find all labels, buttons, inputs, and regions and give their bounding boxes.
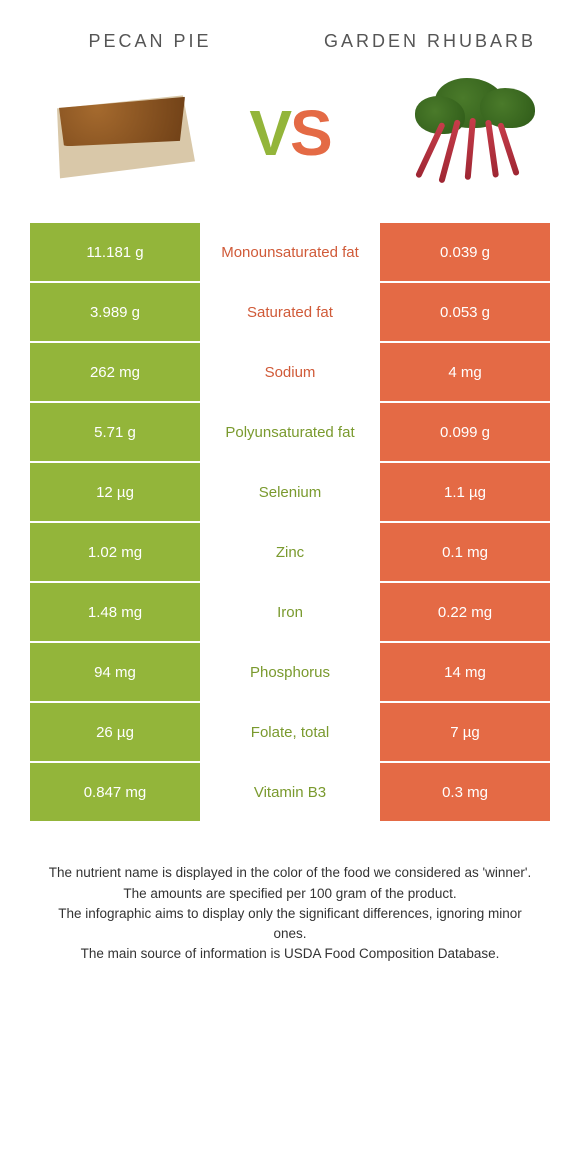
nutrient-label: Iron [200, 583, 380, 641]
right-value: 0.053 g [380, 283, 550, 341]
right-value: 0.1 mg [380, 523, 550, 581]
left-value: 1.02 mg [30, 523, 200, 581]
nutrient-label: Vitamin B3 [200, 763, 380, 821]
left-value: 262 mg [30, 343, 200, 401]
footer-line-1: The nutrient name is displayed in the co… [40, 863, 540, 883]
vs-s-letter: S [290, 97, 331, 169]
table-row: 11.181 gMonounsaturated fat0.039 g [30, 223, 550, 281]
food-left-title: PECAN PIE [40, 30, 260, 53]
table-row: 1.48 mgIron0.22 mg [30, 583, 550, 641]
nutrient-table: 11.181 gMonounsaturated fat0.039 g3.989 … [0, 223, 580, 821]
header: PECAN PIE GARDEN RHUBARB [0, 0, 580, 63]
table-row: 12 µgSelenium1.1 µg [30, 463, 550, 521]
right-value: 0.22 mg [380, 583, 550, 641]
right-value: 4 mg [380, 343, 550, 401]
right-value: 0.3 mg [380, 763, 550, 821]
left-value: 94 mg [30, 643, 200, 701]
rhubarb-image [370, 73, 550, 193]
table-row: 26 µgFolate, total7 µg [30, 703, 550, 761]
left-value: 26 µg [30, 703, 200, 761]
right-value: 14 mg [380, 643, 550, 701]
table-row: 1.02 mgZinc0.1 mg [30, 523, 550, 581]
pecan-pie-image [30, 73, 210, 193]
vs-label: VS [249, 96, 330, 170]
nutrient-label: Saturated fat [200, 283, 380, 341]
left-value: 11.181 g [30, 223, 200, 281]
right-value: 0.099 g [380, 403, 550, 461]
food-right-title: GARDEN RHUBARB [320, 30, 540, 53]
footer-line-3: The infographic aims to display only the… [40, 904, 540, 945]
nutrient-label: Monounsaturated fat [200, 223, 380, 281]
right-value: 0.039 g [380, 223, 550, 281]
footer-notes: The nutrient name is displayed in the co… [0, 823, 580, 964]
images-row: VS [0, 63, 580, 223]
table-row: 94 mgPhosphorus14 mg [30, 643, 550, 701]
table-row: 262 mgSodium4 mg [30, 343, 550, 401]
right-value: 7 µg [380, 703, 550, 761]
table-row: 5.71 gPolyunsaturated fat0.099 g [30, 403, 550, 461]
left-value: 0.847 mg [30, 763, 200, 821]
vs-v-letter: V [249, 97, 290, 169]
table-row: 3.989 gSaturated fat0.053 g [30, 283, 550, 341]
right-value: 1.1 µg [380, 463, 550, 521]
footer-line-2: The amounts are specified per 100 gram o… [40, 884, 540, 904]
footer-line-4: The main source of information is USDA F… [40, 944, 540, 964]
table-row: 0.847 mgVitamin B30.3 mg [30, 763, 550, 821]
left-value: 5.71 g [30, 403, 200, 461]
nutrient-label: Selenium [200, 463, 380, 521]
nutrient-label: Polyunsaturated fat [200, 403, 380, 461]
nutrient-label: Folate, total [200, 703, 380, 761]
nutrient-label: Sodium [200, 343, 380, 401]
left-value: 1.48 mg [30, 583, 200, 641]
nutrient-label: Zinc [200, 523, 380, 581]
nutrient-label: Phosphorus [200, 643, 380, 701]
left-value: 12 µg [30, 463, 200, 521]
left-value: 3.989 g [30, 283, 200, 341]
